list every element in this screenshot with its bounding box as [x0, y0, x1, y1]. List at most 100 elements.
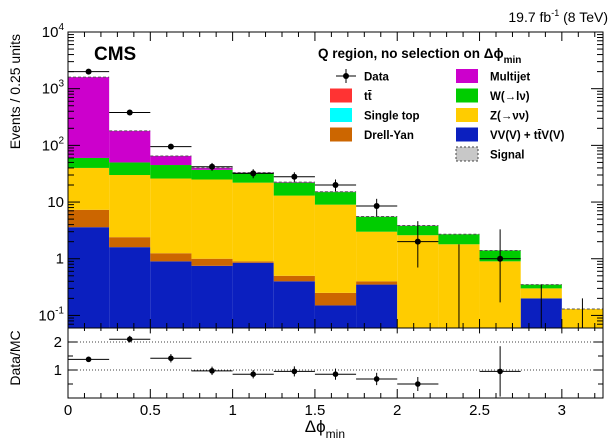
bar-vv-v-tt-v-v-bin-4 [232, 262, 274, 328]
x-tick-label-3: 1.5 [304, 402, 325, 419]
bar-vv-v-tt-v-v-bin-6 [314, 305, 357, 328]
bar-drell-yan-bin-6 [314, 292, 357, 306]
x-tick-label-1: 0.5 [140, 402, 161, 419]
legend-swatch-vv-v-tt-v-v [456, 127, 478, 142]
y-tick-label-2: 10 [47, 194, 64, 211]
ratio-point-5 [291, 368, 298, 375]
data-point-3 [209, 163, 216, 170]
y-tick-label-4: 103 [42, 79, 65, 98]
bar-z-bin-2 [150, 178, 192, 254]
bar-z-bin-3 [191, 179, 233, 259]
region-label: Q region, no selection on Δϕmin [318, 46, 521, 66]
legend-swatch-drell-yan [330, 127, 352, 142]
data-point-4 [250, 170, 257, 177]
lumi-label: 19.7 fb-1 (8 TeV) [508, 8, 608, 25]
bar-drell-yan-bin-7 [356, 281, 398, 285]
bar-vv-v-tt-v-v-bin-5 [273, 281, 315, 328]
bar-w-l-bin-9 [438, 234, 480, 245]
bar-vv-v-tt-v-v-bin-7 [356, 284, 398, 328]
bar-drell-yan-bin-2 [150, 253, 192, 262]
bar-w-l-bin-2 [150, 165, 192, 179]
y-tick-label-1: 1 [56, 251, 64, 268]
ratio-point-8 [415, 381, 421, 387]
ratio-y-axis-label: Data/MC [7, 330, 23, 385]
data-point-5 [291, 173, 298, 180]
legend-data-marker [343, 73, 349, 79]
bar-z-bin-1 [109, 175, 151, 238]
legend-label-w-l: W(→lν) [490, 91, 530, 103]
bar-multijet-bin-1 [109, 130, 151, 163]
ratio-panel [68, 335, 603, 397]
data-point-2 [167, 143, 174, 150]
bar-vv-v-tt-v-v-bin-2 [150, 261, 192, 328]
data-point-9 [497, 255, 504, 262]
legend-label-drell-yan: Drell-Yan [364, 130, 414, 142]
bar-w-l-bin-7 [356, 216, 398, 232]
ratio-point-1 [126, 336, 133, 343]
bar-z-bin-4 [232, 182, 274, 262]
legend-label-z: Z(→νν) [490, 111, 529, 123]
bar-w-l-bin-5 [273, 182, 315, 196]
legend-label-tt: tt̄ [364, 91, 372, 103]
y-tick-label-3: 102 [42, 135, 65, 154]
bar-drell-yan-bin-0 [68, 209, 110, 228]
legend-swatch-multijet [456, 69, 478, 83]
bar-vv-v-tt-v-v-bin-1 [109, 247, 151, 328]
y-tick-label-0: 10-1 [38, 305, 64, 324]
y-tick-label-5: 104 [42, 22, 65, 41]
ratio-point-0 [85, 356, 92, 363]
legend-label-data: Data [364, 72, 390, 84]
x-tick-label-2: 1 [228, 402, 236, 419]
bar-w-l-bin-3 [191, 169, 233, 180]
experiment-label: CMS [94, 44, 136, 65]
legend-label-vv-v-tt-v-v: VV(V) + tt̄V(V) [490, 130, 565, 142]
legend-label-signal: Signal [490, 150, 525, 162]
bar-z-bin-6 [314, 204, 357, 293]
data-point-1 [126, 109, 133, 116]
bar-drell-yan-bin-5 [273, 275, 315, 282]
bar-z-bin-7 [356, 231, 398, 282]
axes: 0 0.5 1 1.5 2 2.5 3 10-1 1 10 102 103 104 1 2 [38, 22, 604, 419]
ratio-point-2 [168, 355, 174, 362]
bar-multijet-bin-0 [68, 77, 110, 158]
bar-vv-v-tt-v-v-bin-3 [191, 265, 233, 328]
x-tick-label-6: 3 [558, 402, 566, 419]
bar-multijet-bin-2 [150, 155, 192, 166]
y-axis-label: Events / 0.25 units [7, 34, 23, 149]
bar-drell-yan-bin-3 [191, 258, 233, 266]
data-point-6 [332, 181, 339, 188]
data-point-7 [373, 203, 380, 210]
bar-w-l-bin-6 [314, 192, 357, 205]
ratio-point-3 [209, 368, 215, 374]
bar-vv-v-tt-v-v-bin-0 [68, 227, 110, 328]
bar-z-bin-0 [68, 167, 110, 210]
x-axis-label: Δϕmin [305, 417, 345, 441]
ratio-tick-label-0: 1 [54, 362, 62, 379]
legend-swatch-single-top [330, 108, 352, 122]
bar-drell-yan-bin-1 [109, 237, 151, 248]
ratio-point-9 [497, 368, 503, 375]
bar-z-bin-5 [273, 195, 315, 276]
legend-swatch-z [456, 108, 478, 122]
data-point-0 [85, 68, 92, 75]
x-tick-label-4: 2 [393, 402, 401, 419]
legend: Data tt̄ Single top Drell-Yan Multijet W(→lν)… [330, 69, 565, 162]
data-point-8 [414, 238, 421, 245]
ratio-point-7 [373, 376, 380, 382]
bar-drell-yan-bin-4 [232, 261, 274, 263]
legend-swatch-w-l [456, 88, 478, 103]
data-points [68, 68, 583, 328]
legend-swatch-tt [330, 88, 352, 103]
ratio-point-6 [332, 371, 339, 378]
legend-label-multijet: Multijet [490, 72, 530, 84]
ratio-point-4 [250, 371, 256, 378]
legend-swatch-signal [455, 146, 479, 162]
ratio-tick-label-1: 2 [54, 334, 62, 351]
legend-label-single-top: Single top [364, 111, 420, 123]
ratio-frame [67, 327, 604, 399]
x-tick-label-5: 2.5 [469, 402, 490, 419]
bar-w-l-bin-0 [68, 157, 110, 168]
stacked-histogram [68, 77, 603, 328]
x-tick-label-0: 0 [64, 402, 72, 419]
